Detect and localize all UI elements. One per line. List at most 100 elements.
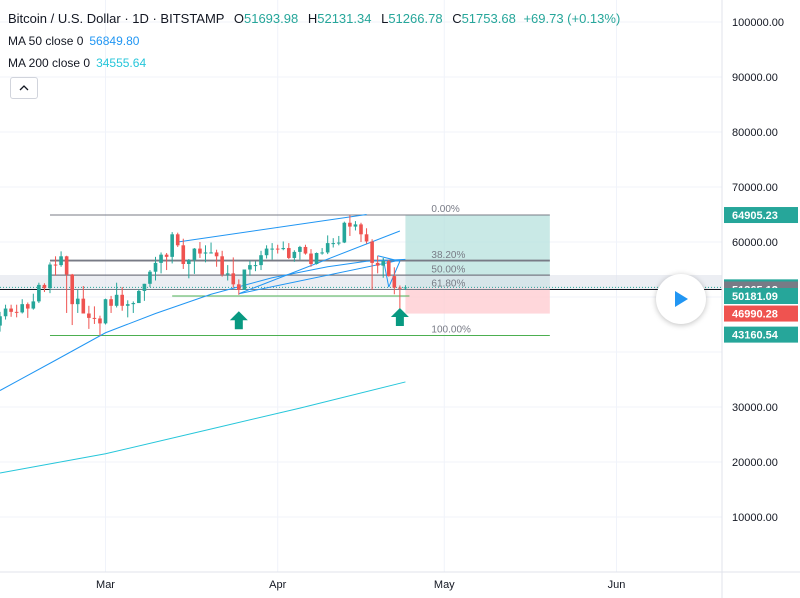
candle[interactable] [14, 304, 19, 318]
candle[interactable] [386, 259, 391, 277]
legend-ma50-row[interactable]: MA 50 close 0 56849.80 [8, 32, 620, 54]
candle[interactable] [253, 261, 258, 272]
candle[interactable] [59, 251, 63, 267]
candle[interactable] [20, 299, 25, 314]
candle[interactable] [359, 222, 363, 242]
candle[interactable] [220, 250, 224, 277]
ma50-line[interactable] [0, 258, 406, 391]
price-label[interactable]: 43160.54 [724, 326, 798, 343]
time-axis-tick: May [434, 579, 455, 591]
candle[interactable] [25, 302, 30, 318]
candle[interactable] [314, 252, 319, 265]
candle[interactable] [392, 267, 397, 295]
candle[interactable] [81, 286, 86, 314]
candle-body [231, 273, 236, 285]
candle[interactable] [353, 221, 358, 231]
candle[interactable] [75, 289, 80, 313]
candle[interactable] [164, 253, 169, 271]
candle-body [403, 287, 408, 289]
candle[interactable] [48, 262, 52, 294]
time-axis-tick: Jun [608, 579, 626, 591]
candle-body [103, 299, 108, 324]
price-label[interactable]: 46990.28 [724, 305, 798, 322]
candle[interactable] [292, 250, 297, 262]
candle[interactable] [181, 238, 186, 269]
candle[interactable] [159, 252, 163, 274]
candle[interactable] [298, 245, 302, 260]
ma200-line[interactable] [0, 381, 406, 474]
candle[interactable] [320, 248, 324, 255]
candle[interactable] [242, 269, 247, 290]
candle[interactable] [92, 306, 97, 324]
legend-ma200-row[interactable]: MA 200 close 0 34555.64 [8, 54, 620, 76]
trend-line[interactable] [177, 214, 367, 243]
candle[interactable] [170, 232, 174, 264]
candle[interactable] [237, 279, 241, 295]
candle[interactable] [403, 285, 408, 291]
trend-line[interactable] [377, 255, 400, 262]
candle[interactable] [303, 244, 308, 255]
candle[interactable] [53, 256, 58, 276]
candle[interactable] [3, 304, 8, 320]
candle[interactable] [364, 228, 369, 244]
candle[interactable] [231, 257, 236, 288]
candle[interactable] [370, 239, 374, 290]
candle[interactable] [248, 260, 252, 276]
candle[interactable] [286, 243, 291, 260]
candle[interactable] [375, 255, 380, 274]
candle[interactable] [270, 243, 274, 260]
candle[interactable] [148, 270, 152, 288]
candle[interactable] [109, 295, 113, 313]
candle[interactable] [336, 235, 341, 246]
candle[interactable] [153, 256, 158, 281]
candle[interactable] [225, 265, 230, 281]
entry-band [0, 275, 722, 290]
candle[interactable] [198, 242, 202, 258]
candle[interactable] [120, 287, 124, 311]
candle[interactable] [114, 282, 119, 308]
candle[interactable] [192, 248, 197, 274]
candle[interactable] [175, 232, 180, 247]
candle[interactable] [0, 311, 2, 332]
price-axis-tick: 10000.00 [732, 512, 778, 524]
candle-body [259, 255, 263, 266]
candle[interactable] [203, 245, 208, 263]
candle[interactable] [137, 289, 141, 304]
candle[interactable] [131, 301, 136, 313]
candle[interactable] [103, 298, 108, 325]
candle[interactable] [70, 273, 75, 326]
candle[interactable] [342, 221, 347, 244]
candle[interactable] [187, 259, 191, 279]
candle[interactable] [325, 235, 330, 255]
candle[interactable] [275, 244, 280, 254]
candle[interactable] [264, 245, 269, 259]
candle[interactable] [64, 255, 69, 313]
candle[interactable] [214, 249, 219, 267]
candle[interactable] [398, 285, 402, 311]
price-label[interactable]: 50181.09 [724, 288, 798, 305]
candle[interactable] [209, 242, 213, 254]
candle[interactable] [348, 215, 352, 236]
candle[interactable] [31, 293, 36, 310]
candle[interactable] [37, 282, 41, 304]
candle[interactable] [142, 283, 147, 301]
candle-body [198, 248, 202, 254]
candle[interactable] [42, 283, 47, 293]
play-button[interactable] [656, 274, 706, 324]
candle[interactable] [331, 238, 336, 248]
price-label-box [724, 288, 798, 305]
candle[interactable] [281, 241, 286, 251]
collapse-legend-button[interactable] [10, 77, 38, 99]
candle[interactable] [259, 250, 263, 271]
stop-zone[interactable] [405, 287, 550, 314]
candle[interactable] [98, 315, 102, 336]
candle[interactable] [125, 300, 130, 318]
candle[interactable] [381, 257, 386, 278]
candle[interactable] [87, 305, 91, 329]
trend-line[interactable] [238, 259, 400, 295]
price-label[interactable]: 64905.23 [724, 207, 798, 224]
symbol-title[interactable]: Bitcoin / U.S. Dollar · 1D · BITSTAMP [8, 11, 225, 26]
candle[interactable] [309, 249, 313, 267]
candle[interactable] [9, 304, 13, 317]
